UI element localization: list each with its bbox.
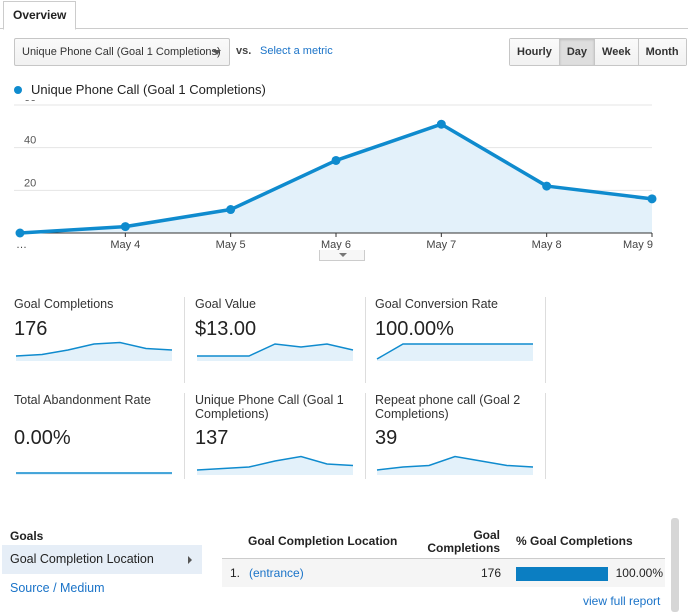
y-tick-label: 40 [24, 135, 36, 147]
x-tick-label: … [16, 239, 27, 251]
sparkline-area [197, 344, 353, 361]
row-percent: 100.00% [615, 566, 663, 580]
metric-select-value: Unique Phone Call (Goal 1 Completions) [22, 46, 221, 58]
chevron-down-icon [213, 50, 221, 55]
nav-item-label: Goal Completion Location [10, 552, 154, 566]
scorecard-label: Total Abandonment Rate [14, 393, 151, 407]
goals-title: Goals [10, 529, 44, 543]
scorecard-divider [545, 297, 546, 383]
sparkline-area [377, 456, 533, 475]
sparkline-line [197, 343, 354, 357]
chart-legend: Unique Phone Call (Goal 1 Completions) [14, 82, 266, 97]
scorecard-value: 0.00% [14, 427, 71, 449]
sparkline [16, 472, 172, 475]
scorecard-divider [184, 393, 185, 479]
row-location-link[interactable]: (entrance) [249, 566, 304, 580]
day-button[interactable]: Day [559, 39, 596, 65]
scorecard[interactable]: Unique Phone Call (Goal 1 Completions) 13… [195, 393, 367, 475]
scorecard-value: 100.00% [375, 318, 454, 340]
legend-label: Unique Phone Call (Goal 1 Completions) [31, 82, 266, 97]
scorecard-value: 39 [375, 427, 398, 449]
series-area [20, 124, 652, 233]
scorecard-divider [184, 297, 185, 383]
sparkline-line [15, 341, 173, 357]
select-metric-link[interactable]: Select a metric [260, 45, 333, 57]
table-row: 1. (entrance) 176 100.00% [222, 559, 665, 587]
scorecard-label: Unique Phone Call (Goal 1 Completions) [195, 393, 344, 421]
sparkline [376, 343, 533, 361]
row-index: 1. [230, 566, 241, 580]
data-point[interactable] [647, 194, 657, 204]
metric-select[interactable]: Unique Phone Call (Goal 1 Completions) [14, 38, 230, 66]
scorecard-value: 137 [195, 427, 229, 449]
granularity-toggle: Hourly Day Week Month [509, 38, 687, 66]
data-point[interactable] [331, 155, 341, 165]
data-point[interactable] [226, 205, 236, 215]
sparkline [197, 343, 354, 361]
sparkline-area [377, 344, 533, 361]
sparkline-area [197, 456, 353, 475]
x-tick-label: May 5 [216, 239, 246, 251]
x-tick-label: May 7 [426, 239, 456, 251]
sparkline [196, 455, 354, 475]
scorecard-label: Goal Conversion Rate [375, 297, 498, 311]
nav-item-source-medium[interactable]: Source / Medium [10, 581, 105, 595]
percent-bar [516, 567, 608, 581]
data-point[interactable] [436, 119, 446, 129]
nav-item-goal-completion-location[interactable]: Goal Completion Location [2, 545, 202, 574]
sparkline [376, 455, 534, 475]
scorecard-value: 176 [14, 318, 48, 340]
table-divider [222, 558, 665, 559]
x-tick-label: May 9 [623, 239, 653, 251]
view-full-report-link[interactable]: view full report [583, 594, 661, 608]
tab-overview[interactable]: Overview [3, 1, 77, 30]
line-chart: 20 40 60 … May 4 May 5 May 6 May 7 May 8 May 9 [14, 100, 657, 251]
scorecard-value: $13.00 [195, 318, 257, 340]
month-button[interactable]: Month [638, 39, 686, 65]
scrollbar[interactable] [671, 518, 679, 612]
sparkline-line [376, 455, 534, 471]
scorecard[interactable]: Goal Conversion Rate 100.00% [375, 297, 547, 379]
chevron-down-icon [339, 253, 347, 257]
vs-label: vs. [236, 45, 252, 57]
sparkline-area [16, 342, 172, 361]
scorecard-label: Goal Completions [14, 297, 114, 311]
scorecard[interactable]: Goal Completions 176 [14, 297, 186, 379]
scorecard[interactable]: Total Abandonment Rate 0.00% [14, 393, 186, 475]
column-header-location[interactable]: Goal Completion Location [248, 534, 398, 548]
x-tick-label: May 8 [532, 239, 562, 251]
sparkline-line [376, 343, 533, 360]
legend-dot-icon [14, 85, 22, 94]
hourly-button[interactable]: Hourly [510, 39, 560, 65]
data-point[interactable] [542, 181, 552, 191]
scorecard-divider [365, 297, 366, 383]
data-point[interactable] [120, 222, 130, 232]
scorecard[interactable]: Goal Value $13.00 [195, 297, 367, 379]
scorecard-divider [365, 393, 366, 479]
chevron-right-icon [188, 556, 192, 564]
column-header-percent[interactable]: % Goal Completions [516, 534, 633, 548]
row-completions: 176 [480, 566, 501, 580]
x-tick-label: May 6 [321, 239, 351, 251]
chart-collapse-handle[interactable] [319, 250, 365, 261]
scorecard-divider [545, 393, 546, 479]
sparkline-line [196, 455, 354, 471]
scorecard-label: Repeat phone call (Goal 2 Completions) [375, 393, 521, 421]
y-tick-label: 20 [24, 177, 36, 189]
tab-strip: Overview [0, 0, 688, 30]
sparkline [15, 341, 173, 361]
column-header-completions[interactable]: Goal Completions [427, 528, 500, 555]
scorecard-label: Goal Value [195, 297, 256, 311]
y-tick-label: 60 [24, 100, 36, 104]
data-point[interactable] [15, 228, 25, 238]
x-tick-label: May 4 [110, 239, 140, 251]
week-button[interactable]: Week [595, 39, 639, 65]
scorecard[interactable]: Repeat phone call (Goal 2 Completions) 39 [375, 393, 547, 475]
